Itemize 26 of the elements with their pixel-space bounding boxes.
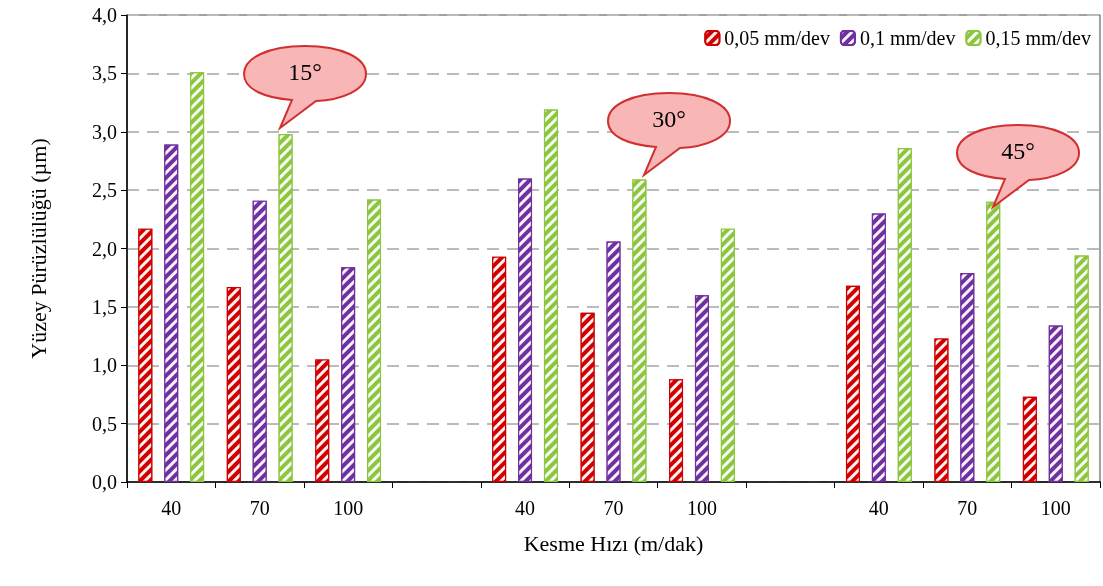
annotation: 15°	[287, 59, 323, 86]
x-tick-label: 70	[249, 497, 270, 519]
y-tick-label: 3,0	[92, 120, 117, 143]
x-axis-title: Kesme Hızı (m/dak)	[523, 530, 704, 556]
y-tick-label: 2,5	[92, 179, 117, 202]
x-tick-label: 70	[957, 497, 978, 519]
y-tick-label: 3,5	[92, 62, 117, 85]
y-tick-label: 0,0	[92, 471, 117, 493]
x-tick-label: 40	[161, 497, 182, 519]
x-tick-label: 100	[1040, 497, 1071, 519]
annotation: 30°	[651, 106, 687, 133]
legend-label: 0,1 mm/dev	[859, 27, 956, 49]
y-tick-label: 1,0	[92, 354, 117, 377]
x-tick-label: 70	[603, 497, 624, 519]
y-tick-label: 1,5	[92, 295, 117, 318]
x-tick-label: 100	[333, 497, 364, 519]
x-tick-label: 40	[868, 497, 889, 519]
y-axis-title: Yüzey Pürüzlülüğü (µm)	[25, 138, 51, 359]
x-tick-label: 40	[515, 497, 536, 519]
annotation: 45°	[1000, 138, 1036, 165]
y-tick-label: 0,5	[92, 412, 117, 435]
legend-label: 0,05 mm/dev	[724, 27, 830, 49]
legend-label: 0,15 mm/dev	[985, 27, 1091, 49]
x-tick-label: 100	[686, 497, 717, 519]
y-tick-label: 2,0	[92, 237, 117, 260]
y-tick-label: 4,0	[92, 4, 117, 26]
